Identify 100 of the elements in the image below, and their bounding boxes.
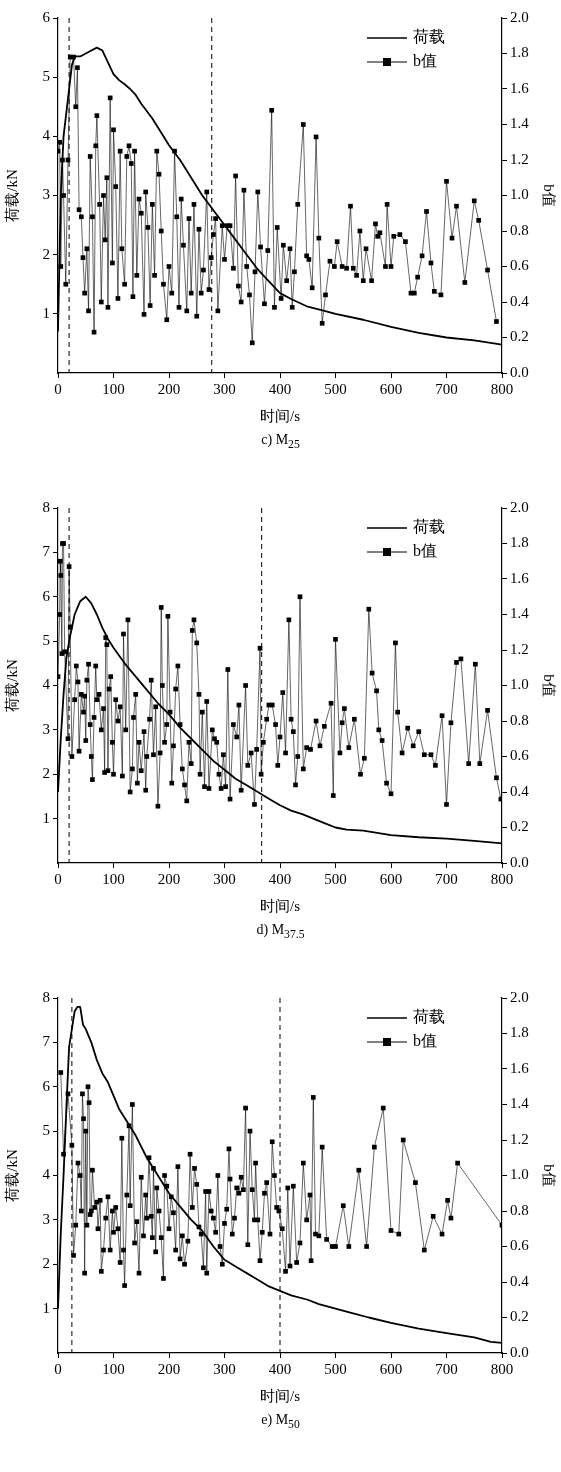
y-tick-label: 7 xyxy=(42,1033,51,1050)
x-tick-label: 600 xyxy=(379,870,403,887)
y-tick-label: 6 xyxy=(42,8,51,25)
y-tick-label: 6 xyxy=(42,587,51,604)
y-tick-label: 4 xyxy=(42,676,51,693)
legend-label: 荷载 xyxy=(413,518,445,536)
x-tick-label: 600 xyxy=(379,1360,403,1377)
y2-tick-label: 0.4 xyxy=(510,782,530,799)
y2-tick-label: 1.4 xyxy=(510,1095,530,1112)
y2-axis-title: b值 xyxy=(541,184,558,207)
y-tick-label: 1 xyxy=(42,304,50,321)
y-tick-label: 3 xyxy=(42,1210,50,1227)
x-tick-label: 100 xyxy=(102,380,125,397)
y2-tick-label: 0.4 xyxy=(510,292,530,309)
text: e) M$_{50}$ xyxy=(260,1412,301,1431)
y2-tick-label: 0.2 xyxy=(510,328,529,345)
y-axis-title: 荷载/kN xyxy=(3,169,20,222)
y2-tick-label: 0.8 xyxy=(510,1201,529,1218)
x-tick-label: 300 xyxy=(213,870,236,887)
x-axis-title: 时间/s xyxy=(259,1387,301,1404)
y2-tick-label: 1.4 xyxy=(510,115,530,132)
y-tick-label: 7 xyxy=(42,543,51,560)
x-tick-label: 600 xyxy=(379,380,403,397)
y2-tick-label: 0.8 xyxy=(510,221,529,238)
y-tick-label: 2 xyxy=(42,1255,50,1272)
y-tick-label: 1 xyxy=(42,809,50,826)
x-tick-label: 700 xyxy=(435,870,458,887)
y2-tick-label: 1.0 xyxy=(510,676,529,693)
y2-tick-label: 1.2 xyxy=(510,150,529,167)
y2-tick-label: 2.0 xyxy=(510,8,529,25)
x-tick-label: 200 xyxy=(157,870,181,887)
legend-label: 荷载 xyxy=(413,28,445,46)
y2-tick-label: 0.0 xyxy=(510,363,529,380)
y2-axis-title: b值 xyxy=(541,674,558,697)
y2-tick-label: 0.6 xyxy=(510,257,530,274)
y2-tick-label: 2.0 xyxy=(510,988,529,1005)
y2-tick-label: 0.4 xyxy=(510,1272,530,1289)
y2-tick-label: 0.8 xyxy=(510,711,529,728)
y-axis-title: 荷载/kN xyxy=(3,1149,20,1202)
y2-tick-label: 0.6 xyxy=(510,747,530,764)
x-tick-label: 400 xyxy=(268,380,292,397)
y-tick-label: 4 xyxy=(42,1166,51,1183)
x-tick-label: 700 xyxy=(435,1360,458,1377)
y-tick-label: 5 xyxy=(42,632,50,649)
y2-tick-label: 1.0 xyxy=(510,1166,529,1183)
y2-tick-label: 2.0 xyxy=(510,498,529,515)
y2-tick-label: 1.2 xyxy=(510,1130,529,1147)
x-tick-label: 0 xyxy=(54,870,62,887)
x-tick-label: 400 xyxy=(268,1360,292,1377)
y2-tick-label: 0.2 xyxy=(510,1308,529,1325)
y-tick-label: 6 xyxy=(42,1077,51,1094)
x-tick-label: 800 xyxy=(490,870,514,887)
y-tick-label: 2 xyxy=(42,245,50,262)
x-axis-title: 时间/s xyxy=(259,897,301,914)
y-tick-label: 8 xyxy=(42,988,50,1005)
y2-tick-label: 1.8 xyxy=(510,534,529,551)
y2-tick-label: 0.0 xyxy=(510,1343,529,1360)
x-tick-label: 300 xyxy=(213,1360,236,1377)
x-axis-title: 时间/s xyxy=(259,407,301,424)
x-tick-label: 0 xyxy=(54,1360,62,1377)
x-tick-label: 800 xyxy=(490,1360,514,1377)
y2-tick-label: 1.6 xyxy=(510,569,530,586)
y2-tick-label: 1.4 xyxy=(510,605,530,622)
y2-tick-label: 1.8 xyxy=(510,44,529,61)
x-tick-label: 100 xyxy=(102,870,125,887)
x-tick-label: 800 xyxy=(490,380,514,397)
y2-tick-label: 0.0 xyxy=(510,853,529,870)
x-tick-label: 400 xyxy=(268,870,292,887)
y-tick-label: 5 xyxy=(42,1122,50,1139)
legend-label: b值 xyxy=(413,542,437,560)
x-tick-label: 200 xyxy=(157,1360,181,1377)
x-tick-label: 200 xyxy=(157,380,181,397)
text: c) M$_{25}$ xyxy=(260,432,301,451)
x-tick-label: 500 xyxy=(324,870,347,887)
y2-tick-label: 0.6 xyxy=(510,1237,530,1254)
y-tick-label: 3 xyxy=(42,720,50,737)
y2-tick-label: 1.2 xyxy=(510,640,529,657)
x-tick-label: 700 xyxy=(435,380,458,397)
text: d) M$_{37.5}$ xyxy=(255,922,306,941)
x-tick-label: 100 xyxy=(102,1360,125,1377)
y-tick-label: 2 xyxy=(42,765,50,782)
y-tick-label: 3 xyxy=(42,186,50,203)
y2-tick-label: 0.2 xyxy=(510,818,529,835)
y2-tick-label: 1.0 xyxy=(510,186,529,203)
x-tick-label: 0 xyxy=(54,380,62,397)
y2-axis-title: b值 xyxy=(541,1164,558,1187)
y-axis-title: 荷载/kN xyxy=(3,659,20,712)
x-tick-label: 500 xyxy=(324,380,347,397)
y-tick-label: 5 xyxy=(42,68,50,85)
legend-label: b值 xyxy=(413,52,437,70)
y-tick-label: 8 xyxy=(42,498,50,515)
y2-tick-label: 1.6 xyxy=(510,1059,530,1076)
x-tick-label: 300 xyxy=(213,380,236,397)
y2-tick-label: 1.8 xyxy=(510,1024,529,1041)
legend-label: b值 xyxy=(413,1032,437,1050)
y2-tick-label: 1.6 xyxy=(510,79,530,96)
y-tick-label: 1 xyxy=(42,1299,50,1316)
y-tick-label: 4 xyxy=(42,127,51,144)
x-tick-label: 500 xyxy=(324,1360,347,1377)
legend-label: 荷载 xyxy=(413,1008,445,1026)
